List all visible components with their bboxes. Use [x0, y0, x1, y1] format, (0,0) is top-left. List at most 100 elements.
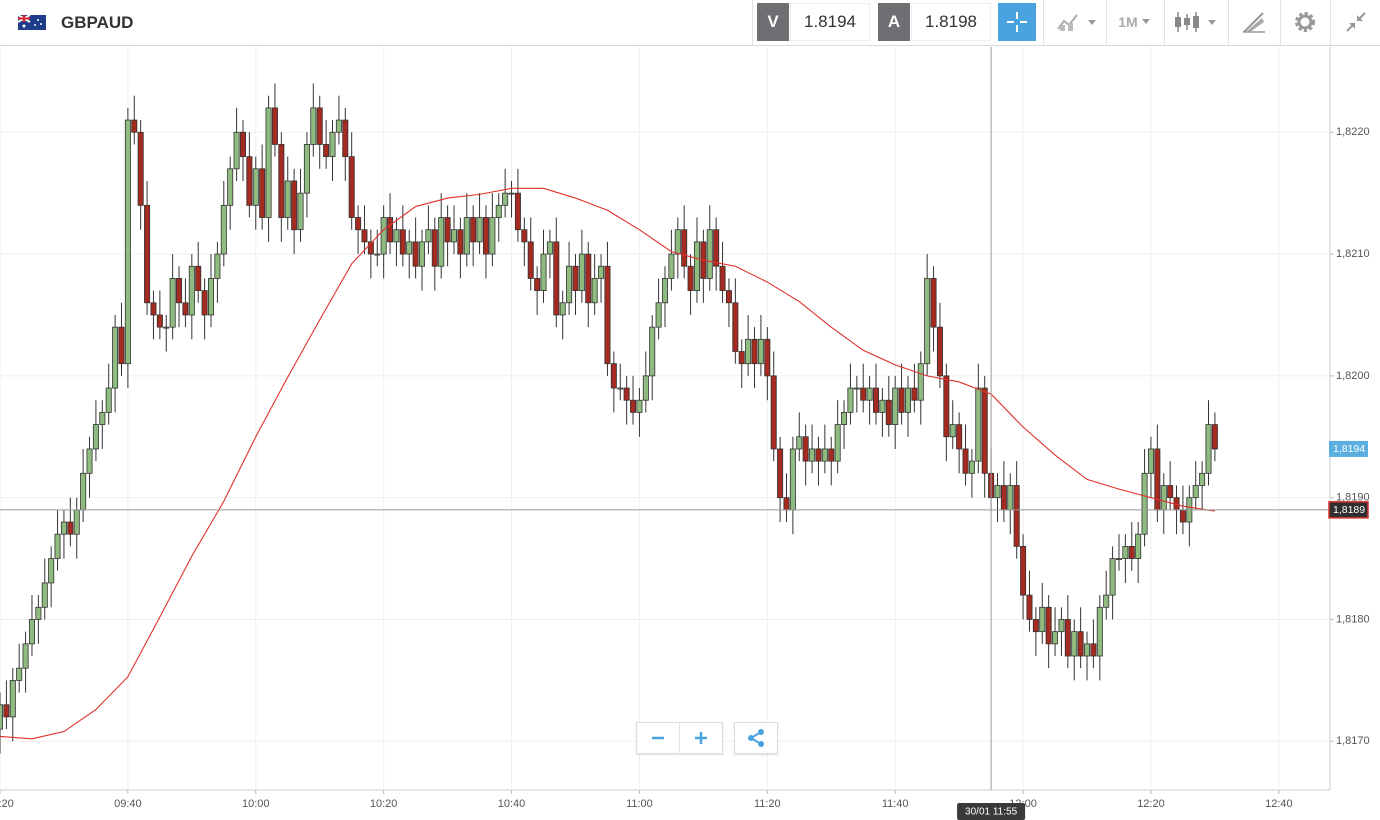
candle-body [457, 229, 464, 255]
bid-button[interactable]: V [757, 3, 789, 41]
candle-body [1000, 485, 1007, 511]
candle-body [1205, 424, 1212, 474]
candle-body [534, 278, 541, 292]
flag-icon [18, 15, 46, 30]
candle-body [956, 424, 963, 450]
draw-button[interactable] [1234, 3, 1274, 41]
candle-body [380, 217, 387, 255]
x-tick-label: 09:20 [0, 798, 14, 810]
candle-body [847, 387, 854, 413]
candle-body [41, 582, 48, 608]
candle-body [291, 180, 298, 231]
last-price-box [1329, 440, 1368, 457]
candle-body [1192, 485, 1199, 499]
candle-body [674, 229, 681, 255]
candle-body [706, 229, 713, 279]
candle-body [649, 326, 656, 377]
candle-body [0, 704, 3, 730]
candle-body [962, 448, 969, 474]
candle-body [508, 192, 515, 195]
candle-body [316, 107, 323, 145]
candle-body [425, 229, 432, 243]
candle-body [335, 119, 342, 133]
candle-body [904, 387, 911, 413]
timeframe-button[interactable]: 1M [1110, 3, 1160, 41]
candle-body [176, 278, 183, 304]
candle-body [1084, 643, 1091, 657]
share-button[interactable] [734, 722, 778, 754]
candle-body [802, 436, 809, 462]
candle-body [879, 399, 886, 413]
candle-body [968, 460, 975, 474]
candle-body [137, 131, 144, 206]
candle-body [1160, 485, 1167, 511]
candle-body [841, 412, 848, 425]
candle-body [815, 448, 822, 462]
candle-body [1167, 485, 1174, 499]
candle-body [1045, 606, 1052, 645]
candle-body [265, 107, 272, 218]
candle-body [540, 253, 547, 292]
candle-body [227, 168, 234, 206]
candle-body [259, 168, 266, 218]
collapse-button[interactable] [1336, 3, 1376, 41]
candle-body [495, 204, 502, 218]
candle-body [1077, 631, 1084, 657]
candle-body [73, 509, 80, 535]
candle-body [860, 387, 867, 401]
candle-body [585, 253, 592, 304]
candle-body [853, 387, 860, 390]
candle-body [578, 253, 585, 292]
candle-body [163, 326, 170, 329]
candle-body [1052, 631, 1059, 645]
candle-body [1115, 558, 1122, 560]
candle-body [687, 265, 694, 292]
candle-body [233, 131, 240, 170]
candle-body [399, 229, 406, 255]
candle-body [559, 302, 566, 316]
candle-body [105, 387, 112, 413]
candle-body [757, 338, 764, 365]
zoom-out-button[interactable] [637, 723, 680, 753]
settings-button[interactable] [1286, 3, 1324, 41]
timeframe: 1M [1118, 14, 1138, 30]
ask-price[interactable]: 1.8198 [911, 3, 991, 41]
candle-body [1211, 424, 1218, 450]
candle-body [1064, 619, 1071, 657]
candle-body [623, 387, 630, 401]
candle-body [681, 229, 688, 267]
candle-body [419, 241, 426, 267]
ask-button[interactable]: A [878, 3, 910, 41]
zoom-in-button[interactable] [680, 723, 722, 753]
candle-body [208, 278, 215, 316]
candle-body [239, 131, 246, 158]
candle-body [873, 387, 880, 413]
candle-body [866, 387, 873, 401]
candle-body [1026, 594, 1033, 620]
candle-body [924, 278, 931, 365]
candle-body [783, 497, 790, 511]
candle-body [636, 399, 643, 413]
candle-body [764, 338, 771, 377]
chart-type-button[interactable] [1050, 3, 1102, 41]
candle-body [1039, 606, 1046, 633]
candle-body [284, 180, 291, 218]
x-tick-label: 11:40 [882, 798, 909, 810]
candle-body [361, 229, 368, 243]
crosshair-button[interactable] [998, 3, 1036, 41]
bid-price[interactable]: 1.8194 [790, 3, 870, 41]
candle-body [86, 448, 93, 474]
toolbar: GBPAUD V 1.8194 A 1.8198 1M [0, 0, 1380, 46]
candle-body [1141, 472, 1148, 535]
candle-style-button[interactable] [1168, 3, 1224, 41]
candle-body [796, 436, 803, 450]
candle-body [67, 521, 74, 535]
candle-body [1109, 558, 1116, 596]
candle-body [246, 156, 253, 206]
candle-body [470, 217, 477, 243]
candle-body [911, 387, 918, 401]
candle-body [150, 302, 157, 316]
candle-body [220, 204, 227, 255]
candle-body [668, 253, 675, 279]
